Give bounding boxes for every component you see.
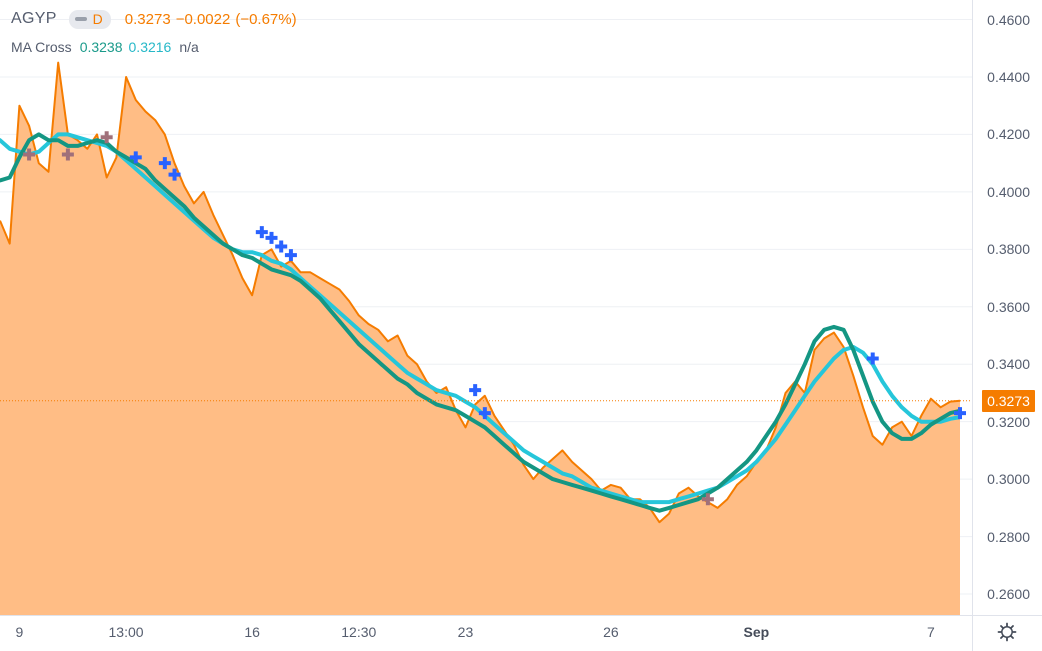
cross-marker (23, 148, 36, 161)
cross-marker (701, 493, 714, 506)
cross-value: n/a (179, 39, 199, 55)
time-axis-label: Sep (743, 624, 770, 640)
cross-marker (469, 384, 482, 397)
indicator-name[interactable]: MA Cross (11, 39, 72, 55)
cross-marker (255, 226, 268, 239)
cross-marker (478, 407, 491, 420)
price-axis-label: 0.2600 (987, 586, 1030, 603)
resolution-pill[interactable]: D (68, 9, 111, 29)
cross-marker (275, 240, 288, 253)
time-axis-label: 26 (603, 624, 619, 640)
cross-marker (61, 148, 74, 161)
indicator-legend[interactable]: MA Cross 0.3238 0.3216 n/a (11, 39, 199, 55)
legend-header: AGYP D 0.3273 −0.0022 (−0.67%) (11, 8, 302, 30)
time-axis-label: 12:30 (341, 624, 377, 640)
gear-icon[interactable] (997, 622, 1017, 642)
price-line (0, 61, 961, 524)
price-axis-label: 0.3200 (987, 413, 1030, 430)
price-axis-label: 0.4000 (987, 183, 1030, 200)
price-area-fill (0, 62, 960, 616)
price-axis-label: 0.3600 (987, 298, 1030, 315)
cross-marker (954, 407, 966, 420)
cross-marker (168, 168, 181, 181)
collapse-icon[interactable] (74, 17, 87, 21)
cross-marker (129, 151, 142, 164)
time-axis-label: 9 (15, 624, 24, 640)
last-price-badge: 0.3273 (982, 389, 1035, 412)
fast-ma-value: 0.3238 (79, 39, 123, 55)
price-axis-label: 0.4600 (987, 11, 1030, 28)
time-axis-label: 16 (244, 624, 260, 640)
cross-markers (23, 131, 966, 506)
price-axis-label: 0.3000 (987, 471, 1030, 488)
time-axis-label: 23 (457, 624, 474, 640)
price-axis-label: 0.2800 (987, 528, 1030, 545)
cross-marker (100, 131, 113, 144)
last-price: 0.3273 (124, 10, 171, 28)
resolution-label: D (92, 11, 103, 27)
price-axis-label: 0.4200 (987, 126, 1030, 143)
price-axis-label: 0.4400 (987, 68, 1030, 85)
time-axis-label: 13:00 (108, 624, 144, 640)
price-change-percent: (−0.67%) (235, 10, 297, 28)
price-axis-label: 0.3800 (987, 241, 1030, 258)
fast-ma-line (0, 132, 962, 513)
cross-marker (265, 231, 278, 244)
cross-marker (866, 352, 879, 365)
cross-marker (158, 157, 171, 170)
symbol-name[interactable]: AGYP (11, 10, 57, 27)
price-change: −0.0022 (175, 10, 231, 28)
time-axis-label: 7 (927, 624, 935, 640)
price-axis-label: 0.3400 (987, 356, 1030, 373)
cross-marker (284, 249, 297, 262)
slow-ma-value: 0.3216 (128, 39, 172, 55)
